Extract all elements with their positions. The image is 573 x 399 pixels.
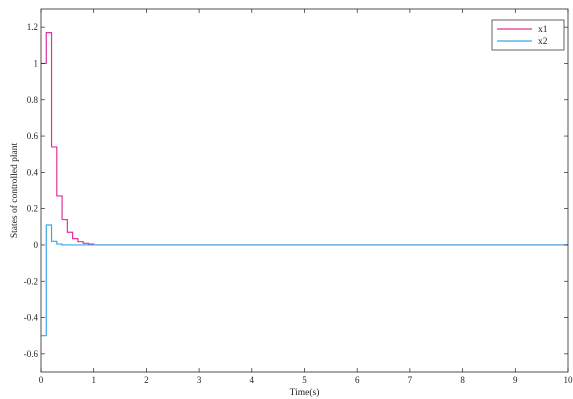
x-tick-label: 5 xyxy=(302,375,307,385)
ticks-layer: 0 1 2 3 4 5 6 7 8 9 10 -0.6 -0.4 -0.2 0 0.2 0.4 0.6 0.8 1 1.… xyxy=(24,9,573,385)
x-tick-label: 9 xyxy=(513,375,518,385)
x-tick-label: 4 xyxy=(250,375,255,385)
x-tick-label: 6 xyxy=(355,375,360,385)
y-tick-label: 0.4 xyxy=(27,167,39,177)
x-tick-label: 7 xyxy=(408,375,413,385)
y-tick-label: 1 xyxy=(34,58,39,68)
legend: x1 x2 xyxy=(491,19,565,51)
x-tick-label: 0 xyxy=(39,375,44,385)
x-tick-label: 10 xyxy=(564,375,573,385)
y-tick-label: -0.2 xyxy=(24,276,38,286)
y-tick-label: 0.2 xyxy=(27,204,38,214)
legend-label-x2: x2 xyxy=(538,37,548,47)
legend-label-x1: x1 xyxy=(538,25,548,35)
y-tick-label: 0 xyxy=(34,240,39,250)
series-line-x1 xyxy=(41,32,568,246)
x-tick-label: 3 xyxy=(197,375,202,385)
x-tick-label: 1 xyxy=(91,375,96,385)
y-tick-label: 0.6 xyxy=(27,131,39,141)
y-tick-label: -0.4 xyxy=(24,313,39,323)
series-layer xyxy=(41,32,568,337)
y-axis-label: States of controlled plant xyxy=(9,143,20,239)
legend-box xyxy=(491,19,565,51)
y-tick-label: 1.2 xyxy=(27,22,38,32)
plot-frame xyxy=(40,8,569,373)
y-tick-label: 0.8 xyxy=(27,95,39,105)
x-tick-label: 2 xyxy=(144,375,149,385)
series-line-x2 xyxy=(41,224,568,337)
x-tick-label: 8 xyxy=(460,375,465,385)
x-axis-label: Time(s) xyxy=(290,387,320,398)
y-tick-label: -0.6 xyxy=(24,349,39,359)
